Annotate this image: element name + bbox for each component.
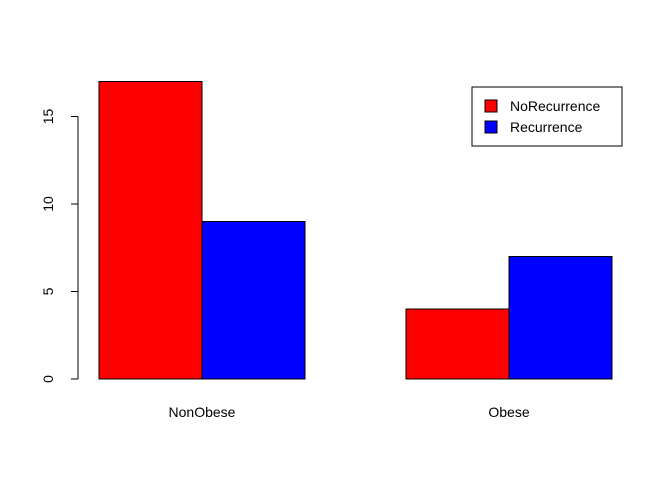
x-category-label-nonobese: NonObese: [169, 404, 236, 420]
x-category-label-obese: Obese: [488, 404, 529, 420]
legend-box: [471, 86, 623, 147]
y-axis: 0 5 10 15: [40, 109, 79, 383]
y-tick-label: 5: [40, 287, 56, 295]
bars-group: [98, 81, 613, 380]
y-tick-label: 15: [40, 109, 56, 125]
bar-obese-recurrence: [508, 256, 613, 380]
bar-obese-norecurrence: [405, 308, 510, 380]
bar-nonobese-recurrence: [201, 221, 306, 380]
y-tick-label: 0: [40, 375, 56, 383]
y-tick-label: 10: [40, 196, 56, 212]
legend: NoRecurrence Recurrence: [471, 86, 623, 147]
x-axis-labels: NonObese Obese: [169, 404, 530, 420]
legend-label-norecurrence: NoRecurrence: [510, 98, 600, 114]
legend-swatch-norecurrence: [484, 99, 498, 113]
bar-nonobese-norecurrence: [98, 81, 203, 380]
legend-swatch-recurrence: [484, 120, 498, 134]
legend-label-recurrence: Recurrence: [510, 119, 583, 135]
